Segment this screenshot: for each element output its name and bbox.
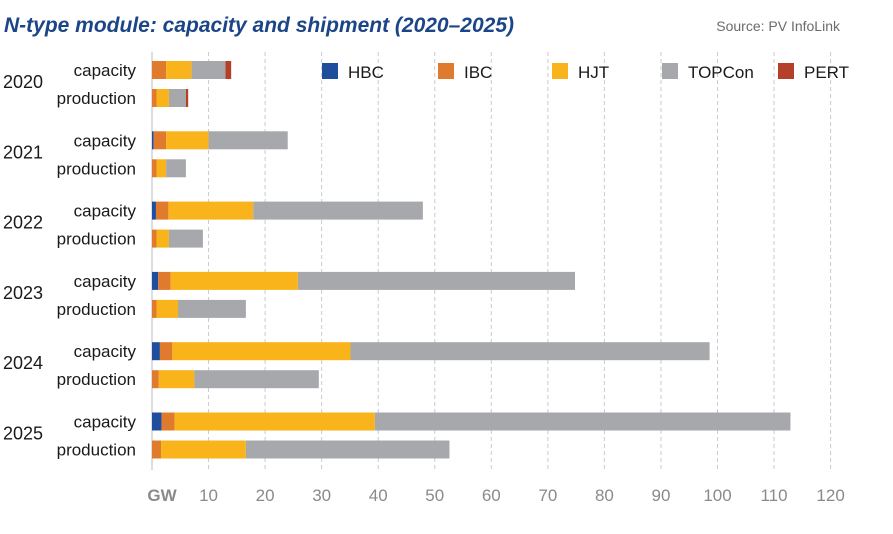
bar-segment-topcon (191, 61, 226, 79)
bar-segment-topcon (168, 89, 186, 107)
legend-label-hjt: HJT (578, 63, 609, 82)
bar-segment-hbc (152, 412, 162, 431)
bar-segment-ibc (153, 131, 167, 150)
bar-segment-topcon (350, 342, 710, 361)
row-label-capacity: capacity (74, 61, 137, 80)
x-tick-label: 50 (425, 486, 444, 505)
row-label-production: production (57, 159, 136, 178)
bar-segment-ibc (152, 159, 157, 178)
x-axis-unit-label: GW (147, 486, 177, 505)
bar-segment-hjt (156, 299, 179, 318)
row-label-production: production (57, 89, 136, 108)
bar-segment-ibc (152, 299, 157, 318)
bar-segment-ibc (161, 412, 175, 431)
row-label-production: production (57, 441, 136, 460)
row-label-production: production (57, 300, 136, 319)
bar-segment-topcon (208, 131, 288, 150)
bar-segment-ibc (159, 342, 173, 361)
legend-swatch-hjt (552, 63, 568, 79)
bar-segment-topcon (245, 440, 450, 459)
bar-segment-hjt (156, 229, 169, 248)
legend-swatch-topcon (662, 63, 678, 79)
x-tick-label: 120 (816, 486, 844, 505)
bar-segment-hjt (172, 342, 351, 361)
bar-segment-hbc (152, 201, 156, 220)
bar-segment-hjt (156, 159, 167, 178)
x-tick-label: 10 (199, 486, 218, 505)
legend-swatch-pert (778, 63, 794, 79)
legend-swatch-hbc (322, 63, 338, 79)
year-label: 2020 (3, 72, 43, 92)
bar-segment-hjt (174, 412, 375, 431)
x-tick-label: 60 (482, 486, 501, 505)
bar-segment-topcon (374, 412, 791, 431)
bar-segment-topcon (194, 370, 319, 389)
year-label: 2025 (3, 424, 43, 444)
legend: HBC IBC HJT TOPCon PERT (322, 63, 849, 82)
bar-segment-topcon (168, 229, 203, 248)
bars (152, 61, 791, 459)
year-label: 2023 (3, 283, 43, 303)
bar-segment-hjt (158, 370, 195, 389)
bar-segment-ibc (152, 61, 167, 79)
row-label-capacity: capacity (74, 272, 137, 291)
row-label-capacity: capacity (74, 413, 137, 432)
bar-segment-topcon (297, 271, 575, 290)
category-labels: 2020 capacity production 2021 capacity produc… (3, 61, 136, 460)
x-tick-label: 90 (651, 486, 670, 505)
year-label: 2021 (3, 142, 43, 162)
chart-title: N-type module: capacity and shipment (20… (4, 14, 514, 37)
bar-segment-hjt (166, 131, 209, 150)
bar-segment-topcon (166, 159, 186, 178)
x-tick-label: 40 (369, 486, 388, 505)
chart-source: Source: PV InfoLink (716, 18, 841, 34)
row-label-capacity: capacity (74, 342, 137, 361)
x-axis: GW 10 20 30 40 50 60 70 80 90 100 110 120 (147, 486, 844, 505)
bar-segment-hbc (152, 342, 160, 361)
bar-segment-hjt (168, 201, 254, 220)
row-label-production: production (57, 230, 136, 249)
bar-segment-ibc (152, 370, 159, 389)
grid-lines (151, 52, 832, 470)
bar-segment-hjt (166, 61, 192, 79)
x-tick-label: 70 (538, 486, 557, 505)
x-tick-label: 100 (703, 486, 731, 505)
row-label-production: production (57, 370, 136, 389)
legend-label-pert: PERT (804, 63, 849, 82)
bar-segment-ibc (152, 440, 162, 459)
bar-segment-pert (185, 89, 189, 107)
bar-segment-hjt (156, 89, 169, 107)
year-label: 2022 (3, 213, 43, 233)
legend-label-ibc: IBC (464, 63, 492, 82)
bar-segment-topcon (253, 201, 423, 220)
legend-label-topcon: TOPCon (688, 63, 754, 82)
bar-segment-hjt (161, 440, 246, 459)
x-tick-label: 80 (595, 486, 614, 505)
x-tick-label: 30 (312, 486, 331, 505)
bar-segment-ibc (158, 271, 171, 290)
year-label: 2024 (3, 353, 43, 373)
bar-segment-hbc (152, 271, 159, 290)
legend-label-hbc: HBC (348, 63, 384, 82)
legend-swatch-ibc (438, 63, 454, 79)
bar-segment-ibc (152, 89, 157, 107)
bar-segment-hjt (170, 271, 298, 290)
x-tick-label: 110 (760, 486, 787, 505)
bar-segment-hbc (152, 131, 154, 150)
row-label-capacity: capacity (74, 202, 137, 221)
bar-segment-ibc (155, 201, 169, 220)
bar-segment-pert (225, 61, 232, 79)
bar-segment-topcon (178, 299, 246, 318)
row-label-capacity: capacity (74, 131, 137, 150)
x-tick-label: 20 (256, 486, 275, 505)
bar-segment-ibc (152, 229, 157, 248)
